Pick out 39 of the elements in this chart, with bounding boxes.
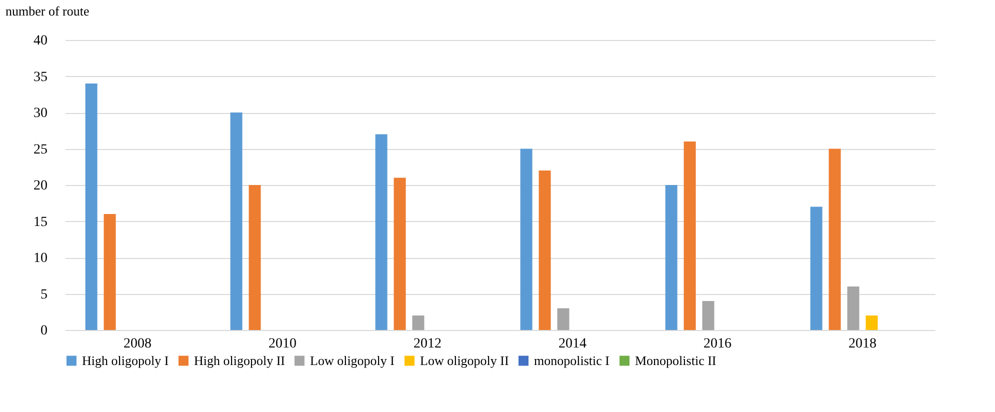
legend-label: Low oligopoly I	[310, 352, 394, 368]
legend-label: High oligopoly II	[194, 352, 285, 368]
bar	[85, 84, 98, 330]
legend-label: monopolistic I	[534, 352, 610, 368]
bar	[866, 316, 878, 330]
bar	[375, 134, 388, 330]
bar	[684, 142, 696, 330]
y-tick-label: 15	[34, 214, 48, 230]
y-tick-label: 0	[40, 324, 48, 338]
bar	[828, 148, 841, 330]
bar	[394, 178, 406, 330]
bar	[702, 301, 714, 330]
x-tick-label: 2018	[848, 336, 876, 352]
y-tick-label: 35	[34, 70, 48, 85]
y-tick-label: 20	[34, 178, 48, 194]
bar	[665, 185, 678, 330]
x-tick-label: 2016	[704, 336, 732, 352]
bar	[810, 206, 822, 330]
bar	[557, 308, 570, 330]
y-axis-title: number of route	[6, 4, 90, 18]
y-tick-label: 40	[34, 34, 48, 48]
bar	[520, 148, 532, 330]
legend-label: High oligopoly I	[82, 352, 169, 368]
bar	[230, 112, 242, 330]
bar	[248, 185, 261, 330]
bar	[847, 286, 860, 330]
y-tick-label: 5	[40, 287, 48, 302]
bar	[538, 170, 551, 330]
legend-label: Monopolistic II	[635, 352, 716, 368]
x-tick-label: 2010	[268, 336, 296, 352]
y-tick-label: 25	[34, 142, 48, 158]
x-tick-label: 2008	[124, 336, 152, 352]
x-tick-label: 2014	[558, 336, 586, 352]
y-tick-label: 10	[34, 251, 48, 266]
bar	[104, 214, 116, 330]
legend-label: Low oligopoly II	[420, 352, 509, 368]
bar	[412, 316, 424, 330]
x-tick-label: 2012	[414, 336, 442, 352]
y-tick-label: 30	[34, 106, 48, 121]
